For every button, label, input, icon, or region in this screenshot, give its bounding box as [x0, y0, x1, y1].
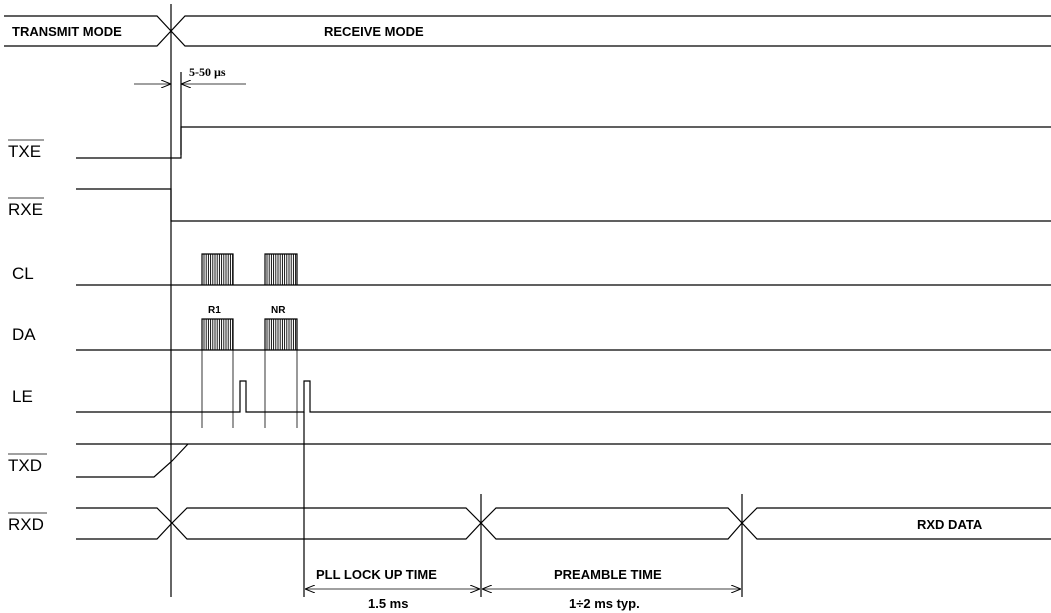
signal-txd-label: TXD [8, 456, 42, 475]
cl-clock-burst-r1 [201, 253, 234, 285]
rxd-data-label: RXD DATA [917, 517, 983, 532]
burst-guide-lines [201, 350, 298, 428]
pll-lock-label: PLL LOCK UP TIME [316, 567, 437, 582]
rxd-waveform: RXD DATA [76, 507, 1051, 540]
receive-mode-label: RECEIVE MODE [324, 24, 424, 39]
transmit-mode-label: TRANSMIT MODE [12, 24, 122, 39]
le-waveform [76, 380, 1051, 413]
preamble-value: 1÷2 ms typ. [569, 596, 640, 611]
preamble-label: PREAMBLE TIME [554, 567, 662, 582]
delay-label: 5-50 µs [189, 65, 226, 79]
signal-txe-label: TXE [8, 142, 41, 161]
pll-lock-value: 1.5 ms [368, 596, 408, 611]
da-data-burst-nr [264, 318, 298, 350]
txe-waveform [76, 126, 1051, 159]
register-nr-label: NR [271, 305, 286, 316]
cl-waveform [76, 253, 1051, 286]
rxe-waveform [76, 188, 1051, 222]
da-waveform: R1 NR [76, 305, 1051, 351]
signal-rxd-label: RXD [8, 515, 44, 534]
preamble-dimension: PREAMBLE TIME 1÷2 ms typ. [483, 567, 740, 611]
cl-clock-burst-nr [264, 253, 298, 285]
pll-lock-dimension: PLL LOCK UP TIME 1.5 ms [306, 567, 479, 611]
delay-dimension: 5-50 µs [134, 65, 246, 155]
signal-cl-label: CL [12, 264, 34, 283]
da-data-burst-r1 [201, 318, 234, 350]
signal-da-label: DA [12, 325, 36, 344]
signal-le-label: LE [12, 387, 33, 406]
mode-bus: TRANSMIT MODE RECEIVE MODE [4, 15, 1051, 47]
register-r1-label: R1 [208, 305, 221, 316]
signal-rxe-label: RXE [8, 200, 43, 219]
